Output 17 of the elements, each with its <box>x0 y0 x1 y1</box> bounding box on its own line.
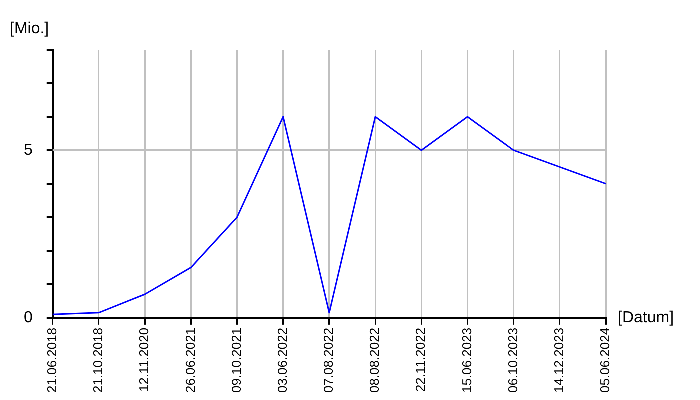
x-tick-label: 06.10.2023 <box>505 328 520 394</box>
x-tick-label: 09.10.2021 <box>228 328 244 394</box>
x-tick-label: 12.11.2020 <box>136 328 152 392</box>
x-tick-label: 05.06.2024 <box>598 328 613 394</box>
x-tick-label: 15.06.2023 <box>459 328 474 394</box>
x-tick-label: 03.06.2022 <box>274 328 290 394</box>
y-axis-title: [Mio.] <box>10 20 50 38</box>
x-tick-label: 21.06.2018 <box>44 328 60 394</box>
x-tick-label: 22.11.2022 <box>413 328 428 392</box>
y-tick-label: 0 <box>24 309 33 326</box>
x-tick-label: 21.10.2018 <box>90 328 106 394</box>
x-axis-title: [Datum] <box>618 309 674 326</box>
x-tick-label: 08.08.2022 <box>367 328 382 394</box>
x-tick-label: 26.06.2021 <box>182 328 198 394</box>
x-tick-label: 14.12.2023 <box>551 328 566 394</box>
x-tick-label: 07.08.2022 <box>321 328 336 394</box>
y-tick-label: 5 <box>24 142 33 159</box>
